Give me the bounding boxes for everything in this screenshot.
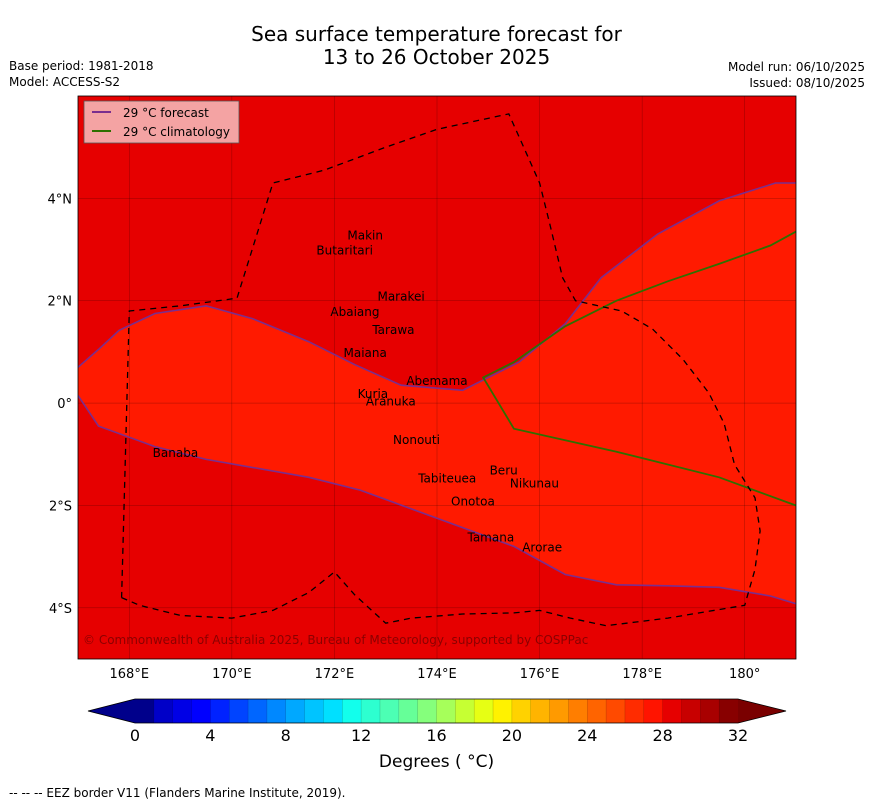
colorbar-segment	[229, 699, 249, 723]
island-label: Makin	[347, 228, 383, 242]
colorbar-segment	[266, 699, 287, 723]
colorbar-segment	[643, 699, 664, 723]
colorbar-label: Degrees ( °C)	[378, 752, 495, 772]
chart-title-line1: Sea surface temperature forecast for	[251, 22, 622, 46]
colorbar-segment	[568, 699, 588, 723]
colorbar-segment	[624, 699, 645, 723]
chart-title-line2: 13 to 26 October 2025	[322, 45, 551, 69]
island-label: Tabiteuea	[417, 471, 476, 485]
island-label: Abaiang	[330, 305, 379, 319]
colorbar-tick-label: 0	[130, 726, 140, 745]
colorbar-segment	[304, 699, 324, 723]
colorbar-segment	[417, 699, 437, 723]
lon-tick-label: 178°E	[622, 667, 662, 682]
map-gridlines	[78, 96, 796, 659]
colorbar-segment	[474, 699, 494, 723]
lon-tick-label: 176°E	[520, 667, 560, 682]
lat-tick-label: 2°N	[48, 295, 73, 310]
colorbar-segment	[210, 699, 230, 723]
lon-tick-label: 180°	[729, 667, 760, 682]
colorbar-under-arrow	[88, 699, 135, 723]
legend-forecast-label: 29 °C forecast	[123, 106, 209, 120]
colorbar-segment	[493, 699, 513, 723]
colorbar-tick-label: 20	[502, 726, 522, 745]
legend-box	[83, 100, 240, 144]
colorbar-tick-label: 28	[652, 726, 672, 745]
eez-border	[120, 113, 761, 627]
island-label: Nonouti	[393, 433, 440, 447]
colorbar-segment	[323, 699, 343, 723]
forecast-isotherm-south	[78, 394, 796, 605]
island-label: Aranuka	[366, 395, 416, 409]
colorbar-segment	[379, 699, 400, 723]
island-label: Nikunau	[510, 477, 559, 491]
colorbar-segment	[436, 699, 456, 723]
island-label: Banaba	[153, 446, 199, 460]
island-label: Beru	[490, 464, 518, 478]
colorbar-segment	[342, 699, 362, 723]
colorbar-segment	[191, 699, 211, 723]
island-label: Tamana	[466, 530, 514, 544]
colorbar-segment	[587, 699, 607, 723]
forecast-isotherm-north	[78, 182, 796, 392]
cool-region-fill	[78, 183, 796, 604]
colorbar-segment	[361, 699, 381, 723]
lon-tick-label: 174°E	[417, 667, 457, 682]
colorbar-segment	[285, 699, 306, 723]
eez-border-line	[120, 113, 761, 627]
colorbar-segment	[455, 699, 475, 723]
island-label: Arorae	[522, 541, 562, 555]
colorbar-segment	[719, 699, 739, 723]
island-label: Maiana	[344, 346, 387, 360]
colorbar-segment	[700, 699, 720, 723]
colorbar-segment	[172, 699, 193, 723]
colorbar-over-arrow	[738, 699, 786, 723]
colorbar-segment	[153, 699, 174, 723]
island-label: Butaritari	[316, 244, 373, 258]
colorbar-segment	[681, 699, 701, 723]
legend-climatology-label: 29 °C climatology	[123, 125, 230, 139]
colorbar-segment	[606, 699, 626, 723]
map-frame	[77, 95, 797, 660]
colorbar-tick-label: 8	[281, 726, 291, 745]
base-period-text: Base period: 1981-2018	[9, 59, 154, 73]
island-label: Tarawa	[371, 323, 414, 337]
colorbar-outline	[87, 698, 787, 724]
island-label: Abemama	[406, 374, 467, 388]
colorbar-segment	[511, 699, 532, 723]
footer-note: -- -- -- EEZ border V11 (Flanders Marine…	[9, 786, 346, 800]
lon-tick-label: 172°E	[315, 667, 355, 682]
island-label: Onotoa	[451, 494, 495, 508]
issued-text: Issued: 08/10/2025	[749, 76, 865, 90]
lon-tick-label: 170°E	[212, 667, 252, 682]
map-axes: 168°E 170°E 172°E 174°E 176°E 178°E 180° 4°N 2°N…	[48, 192, 761, 682]
colorbar-segment	[662, 699, 682, 723]
copyright-text: © Commonwealth of Australia 2025, Bureau…	[83, 633, 588, 647]
lat-tick-label: 0°	[57, 397, 72, 412]
island-label: Kuria	[358, 387, 389, 401]
colorbar-tick-label: 4	[205, 726, 215, 745]
colorbar-segment	[549, 699, 569, 723]
colorbar-tick-label: 32	[728, 726, 748, 745]
colorbar-segment	[398, 699, 419, 723]
colorbar-segment	[135, 699, 155, 723]
lat-tick-label: 4°N	[48, 192, 73, 207]
map-legend: 29 °C forecast 29 °C climatology	[83, 100, 240, 144]
colorbar-tick-label: 12	[351, 726, 371, 745]
colorbar-tick-label: 16	[426, 726, 446, 745]
colorbar-segment	[530, 699, 551, 723]
colorbar-segment	[248, 699, 268, 723]
lon-tick-label: 168°E	[110, 667, 150, 682]
lat-tick-label: 2°S	[49, 499, 72, 514]
model-run-text: Model run: 06/10/2025	[727, 60, 865, 74]
climatology-isotherm	[481, 230, 796, 507]
model-text: Model: ACCESS-S2	[9, 75, 121, 89]
lat-tick-label: 4°S	[49, 602, 72, 617]
colorbar: 0 4 8 12 16 20 24 28 32	[87, 698, 787, 745]
colorbar-tick-label: 24	[577, 726, 597, 745]
island-label: Marakei	[377, 290, 424, 304]
